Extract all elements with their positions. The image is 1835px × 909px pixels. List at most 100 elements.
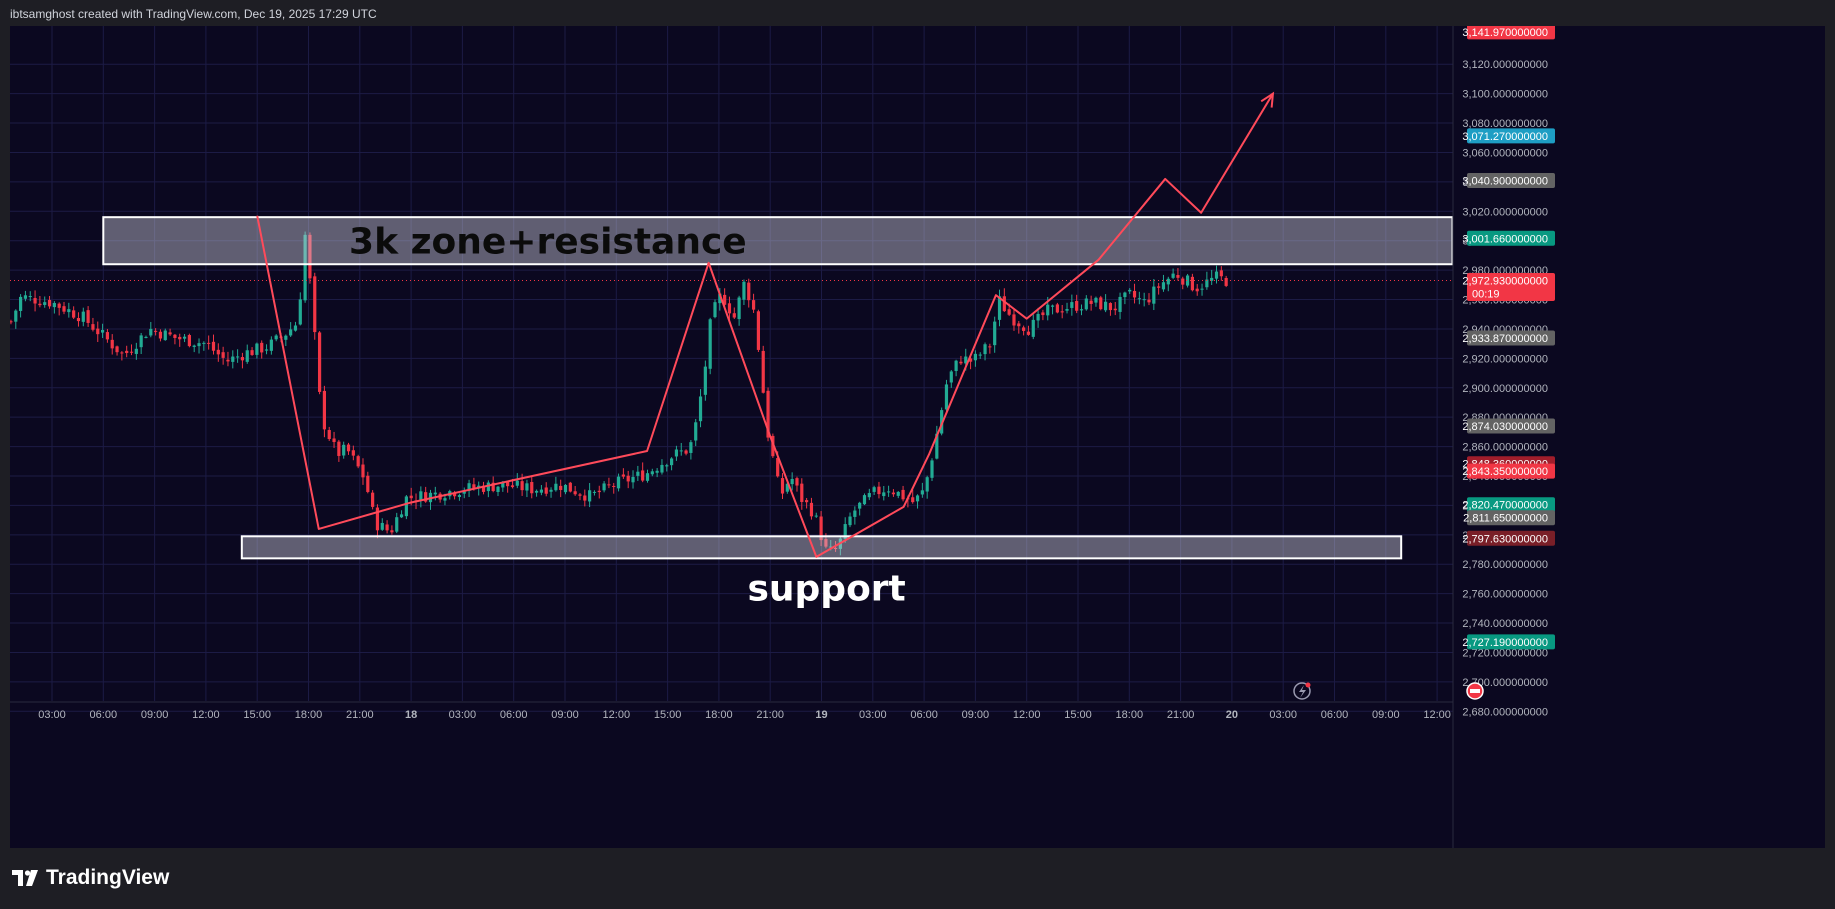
candle-body — [703, 366, 707, 395]
price-badge — [1467, 634, 1555, 650]
price-tick-label: 2,920.000000000 — [1462, 353, 1548, 365]
candle-body — [472, 484, 476, 489]
candle-body — [163, 330, 167, 341]
candle-body — [23, 295, 28, 299]
candle-body — [780, 478, 785, 494]
candle-body — [718, 293, 722, 304]
candle-body — [43, 302, 47, 305]
candle-body — [1185, 275, 1190, 286]
time-tick-label: 03:00 — [449, 709, 477, 721]
candle-body — [1210, 277, 1214, 281]
price-badge-label: 2,820.470000000 — [1462, 500, 1548, 512]
candle-body — [1157, 286, 1161, 288]
time-tick-label: 03:00 — [38, 709, 66, 721]
time-tick-label: 06:00 — [90, 709, 118, 721]
candle-body — [790, 478, 794, 485]
price-badge — [1467, 497, 1555, 513]
candle-body — [289, 329, 293, 336]
zone-label-resistance: 3k zone+resistance — [349, 222, 747, 263]
candle-body — [419, 491, 423, 500]
candle-body — [81, 311, 85, 322]
candle-body — [983, 344, 987, 355]
price-tick-label: 3,100.000000000 — [1462, 89, 1548, 101]
candle-body — [814, 515, 818, 517]
candle-body — [182, 336, 187, 339]
candle-body — [1099, 297, 1103, 310]
candle-body — [19, 296, 23, 311]
candle-body — [1050, 305, 1055, 307]
candle-body — [486, 482, 490, 492]
candle-body — [264, 349, 269, 351]
candle-body — [829, 546, 833, 548]
notification-dot-icon — [1305, 682, 1311, 688]
candle-body — [549, 489, 553, 492]
candle-body — [481, 485, 486, 492]
candle-body — [351, 450, 355, 456]
candle-body — [371, 492, 375, 507]
candle-body — [197, 343, 201, 347]
price-badge — [1467, 418, 1555, 434]
candle-body — [1142, 299, 1146, 301]
price-badge — [1467, 230, 1555, 246]
candle-body — [530, 482, 534, 494]
candle-body — [240, 357, 245, 361]
candle-body — [67, 309, 71, 313]
candle-body — [375, 507, 380, 531]
candle-body — [954, 360, 958, 372]
candle-body — [250, 350, 254, 355]
candle-body — [226, 359, 230, 362]
candle-body — [679, 450, 683, 452]
time-tick-label: 19 — [815, 709, 827, 721]
time-tick-label: 15:00 — [1064, 709, 1092, 721]
candle-body — [293, 325, 298, 331]
price-chart[interactable]: 3k zone+resistance support 3,120.000000000… — [10, 26, 1825, 848]
candle-body — [1017, 323, 1021, 327]
time-tick-label: 06:00 — [1321, 709, 1349, 721]
time-tick-label: 09:00 — [141, 709, 169, 721]
price-badge — [1467, 128, 1555, 144]
candle-body — [134, 348, 138, 354]
candle-body — [997, 296, 1002, 320]
candle-body — [544, 487, 548, 494]
candle-body — [62, 306, 66, 312]
price-badge — [1467, 463, 1555, 479]
candle-body — [887, 491, 891, 493]
chart-pane[interactable]: 3k zone+resistance support 3,120.000000000… — [10, 26, 1825, 848]
price-tick-label: 2,680.000000000 — [1462, 706, 1548, 718]
price-tick-label: 2,760.000000000 — [1462, 589, 1548, 601]
candle-body — [115, 346, 119, 353]
price-badge-label: 2,933.870000000 — [1462, 333, 1548, 345]
zone-label-support: support — [747, 568, 905, 609]
candle-body — [38, 303, 42, 306]
candle-body — [689, 442, 693, 453]
price-tick-label: 2,740.000000000 — [1462, 618, 1548, 630]
lightning-bolt-icon — [1299, 685, 1306, 698]
candle-body — [1205, 279, 1209, 288]
price-badge-label: 2,972.930000000 — [1462, 276, 1548, 288]
candle-body — [674, 449, 679, 457]
candle-body — [761, 350, 765, 393]
candle-body — [260, 342, 264, 353]
candle-body — [872, 487, 876, 492]
candle-body — [559, 485, 563, 490]
candle-body — [694, 422, 698, 441]
candle-body — [708, 319, 712, 369]
time-tick-label: 21:00 — [1167, 709, 1195, 721]
price-tick-label: 2,720.000000000 — [1462, 647, 1548, 659]
candle-body — [563, 484, 568, 493]
candle-body — [901, 489, 905, 500]
price-badge-label: 2,843.350000000 — [1462, 466, 1548, 478]
candle-body — [988, 346, 992, 348]
candle-body — [47, 300, 52, 307]
price-tick-label: 3,080.000000000 — [1462, 118, 1548, 130]
price-badge-label: 3,001.660000000 — [1462, 233, 1548, 245]
candle-body — [10, 321, 13, 323]
time-axis: 03:00 06:00 09:00 12:00 15:00 18:00 21:00 18 03:… — [38, 709, 1451, 721]
candle-body — [568, 482, 572, 492]
candle-body — [1200, 288, 1204, 290]
candle-body — [76, 318, 81, 322]
time-tick-label: 18 — [405, 709, 417, 721]
price-badge-label: 3,071.270000000 — [1462, 131, 1548, 143]
time-tick-label: 03:00 — [1269, 709, 1297, 721]
candle-body — [698, 396, 703, 422]
